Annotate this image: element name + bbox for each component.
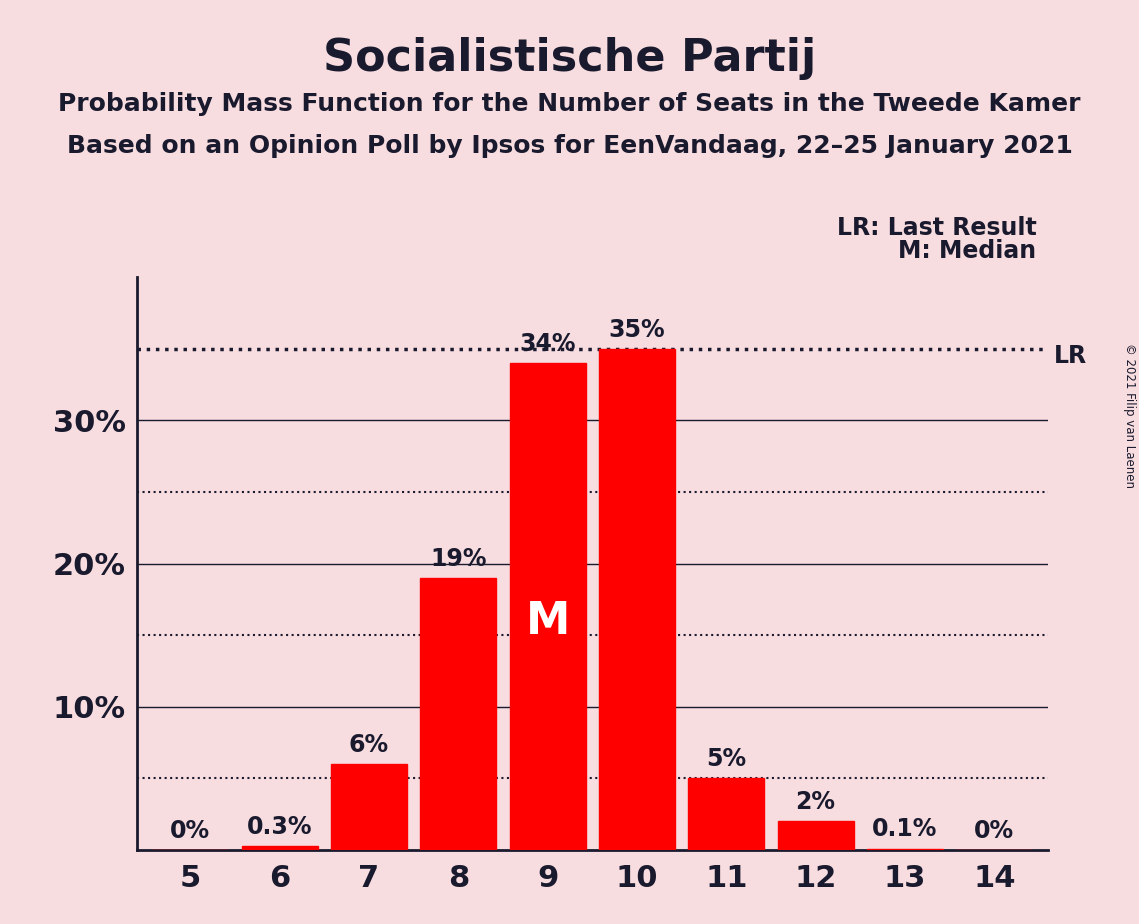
- Bar: [331, 764, 407, 850]
- Bar: [241, 845, 318, 850]
- Text: 5%: 5%: [706, 748, 746, 772]
- Text: 0%: 0%: [170, 819, 211, 843]
- Text: Probability Mass Function for the Number of Seats in the Tweede Kamer: Probability Mass Function for the Number…: [58, 92, 1081, 116]
- Text: 35%: 35%: [608, 318, 665, 342]
- Text: Based on an Opinion Poll by Ipsos for EenVandaag, 22–25 January 2021: Based on an Opinion Poll by Ipsos for Ee…: [66, 134, 1073, 158]
- Text: LR: Last Result: LR: Last Result: [837, 216, 1036, 240]
- Text: 6%: 6%: [349, 733, 390, 757]
- Bar: [509, 363, 585, 850]
- Text: 0.1%: 0.1%: [872, 818, 937, 842]
- Text: LR: LR: [1054, 345, 1087, 368]
- Bar: [420, 578, 497, 850]
- Text: M: M: [525, 600, 570, 643]
- Text: M: Median: M: Median: [899, 239, 1036, 263]
- Bar: [599, 348, 675, 850]
- Bar: [778, 821, 853, 850]
- Text: 19%: 19%: [431, 547, 486, 571]
- Bar: [867, 848, 943, 850]
- Text: © 2021 Filip van Laenen: © 2021 Filip van Laenen: [1123, 344, 1137, 488]
- Bar: [688, 778, 764, 850]
- Text: 0%: 0%: [974, 819, 1015, 843]
- Text: 2%: 2%: [796, 790, 836, 814]
- Text: 0.3%: 0.3%: [247, 815, 312, 839]
- Text: 34%: 34%: [519, 332, 576, 356]
- Text: Socialistische Partij: Socialistische Partij: [322, 37, 817, 80]
